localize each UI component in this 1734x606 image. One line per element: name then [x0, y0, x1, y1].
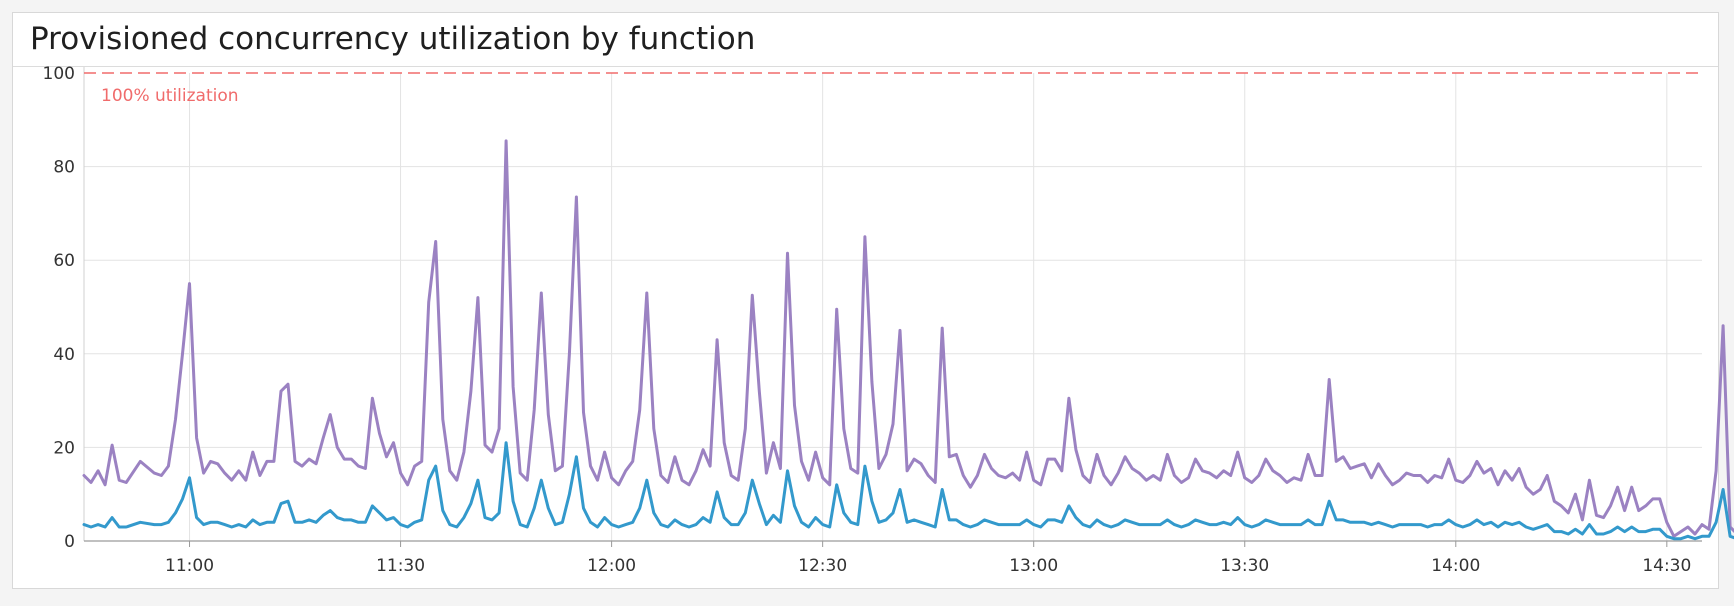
- y-tick-label: 100: [43, 64, 75, 84]
- chart-panel: Provisioned concurrency utilization by f…: [12, 12, 1719, 589]
- y-tick-label: 40: [53, 345, 75, 365]
- x-tick-label: 13:00: [1009, 556, 1058, 576]
- x-tick-label: 12:30: [798, 556, 847, 576]
- x-tick-label: 12:00: [587, 556, 636, 576]
- y-tick-label: 80: [53, 158, 75, 178]
- series-line-1: [82, 441, 1734, 541]
- series-line-0: [82, 139, 1734, 538]
- x-tick-label: 14:30: [1642, 556, 1691, 576]
- panel-title: Provisioned concurrency utilization by f…: [30, 21, 756, 57]
- y-tick-label: 20: [53, 438, 75, 458]
- x-tick-label: 11:30: [376, 556, 425, 576]
- y-tick-label: 0: [64, 532, 75, 552]
- x-tick-label: 11:00: [165, 556, 214, 576]
- x-tick-label: 13:30: [1220, 556, 1269, 576]
- threshold-label: 100% utilization: [101, 86, 239, 106]
- y-tick-label: 60: [53, 251, 75, 271]
- x-tick-label: 14:00: [1431, 556, 1480, 576]
- panel-header: Provisioned concurrency utilization by f…: [13, 13, 1718, 67]
